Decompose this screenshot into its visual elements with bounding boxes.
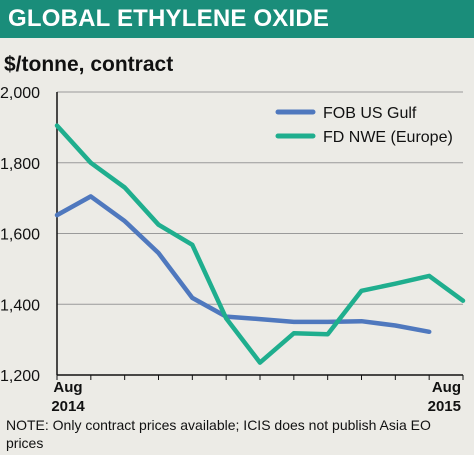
x-tick-label-year: 2014 xyxy=(51,398,85,415)
legend-label: FD NWE (Europe) xyxy=(323,129,453,146)
y-tick-label: 1,400 xyxy=(0,297,40,314)
y-tick-label: 1,600 xyxy=(0,227,40,244)
y-axis-label: $/tonne, contract xyxy=(4,53,174,76)
x-tick-labels: Aug 2014 Aug 2015 xyxy=(51,379,461,415)
legend: FOB US Gulf FD NWE (Europe) xyxy=(275,105,453,146)
grid-lines xyxy=(57,91,463,305)
y-tick-labels: 1,200 1,400 1,600 1,800 2,000 xyxy=(0,85,40,385)
x-tick-label-month: Aug xyxy=(53,379,82,396)
axes xyxy=(56,92,464,380)
x-tick-label-year: 2015 xyxy=(428,398,461,415)
series-line-fd-nwe-europe xyxy=(54,123,466,365)
title-bar: GLOBAL ETHYLENE OXIDE xyxy=(0,0,474,38)
y-tick-label: 1,200 xyxy=(0,368,40,385)
chart-title: GLOBAL ETHYLENE OXIDE xyxy=(8,5,330,32)
series-line-fob-us-gulf xyxy=(54,194,432,335)
x-tick-label-month: Aug xyxy=(432,379,461,396)
y-tick-label: 2,000 xyxy=(0,85,40,102)
series-lines xyxy=(54,123,466,365)
y-tick-label: 1,800 xyxy=(0,156,40,173)
legend-label: FOB US Gulf xyxy=(323,105,417,122)
footnote: NOTE: Only contract prices available; IC… xyxy=(6,417,431,451)
